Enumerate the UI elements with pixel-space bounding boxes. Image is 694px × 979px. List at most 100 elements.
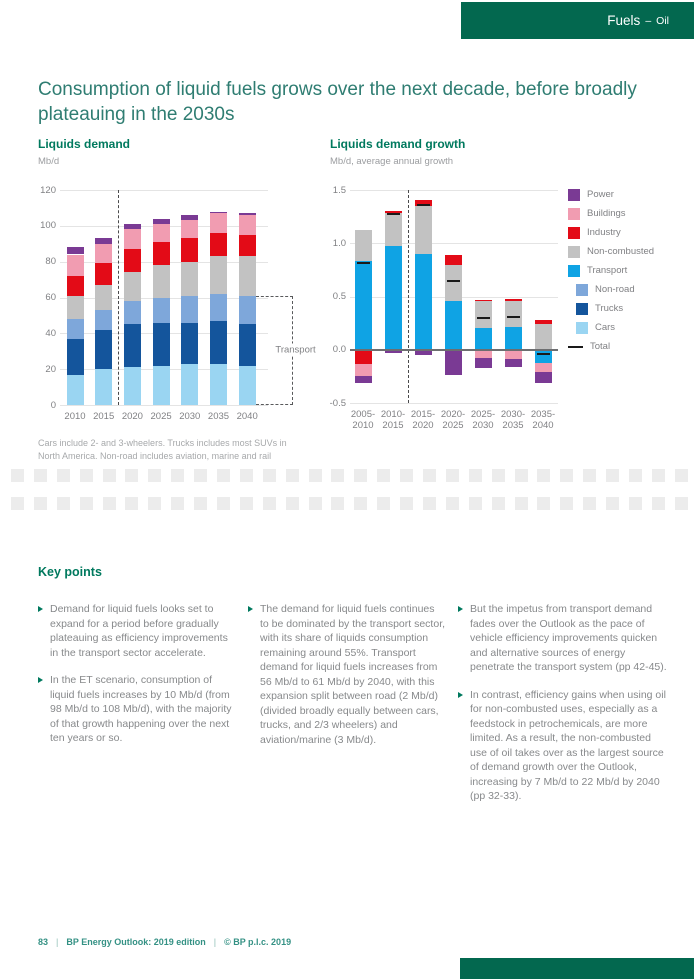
gridline [350, 243, 558, 245]
placeholder-square [171, 469, 185, 482]
y-axis-tick-label: 0.5 [332, 291, 346, 302]
key-points-column: Demand for liquid fuels looks set to exp… [38, 602, 236, 759]
total-marker [446, 279, 460, 282]
placeholder-square [583, 469, 597, 482]
placeholder-square [331, 469, 345, 482]
bar-segment-trucks [95, 329, 113, 370]
legend-item: Power [568, 188, 654, 201]
bar-segment-buildings [534, 362, 552, 373]
x-axis-tick-label: 2030-2035 [500, 409, 526, 431]
placeholder-square [125, 469, 139, 482]
placeholder-square [606, 497, 620, 510]
placeholder-square [468, 497, 482, 510]
page-number: 83 [38, 937, 49, 947]
legend-item: Trucks [568, 302, 654, 315]
placeholder-square [629, 469, 643, 482]
placeholder-square [11, 497, 24, 510]
chart-unit-label: Mb/d, average annual growth [330, 156, 454, 167]
section-topic: Oil [656, 14, 669, 27]
liquids-demand-plot: 120 100 80 60 40 20 0 2010 2015 2020 2025 2030 2035 2… [40, 185, 319, 422]
placeholder-square [194, 469, 208, 482]
bar-segment-trucks [238, 324, 256, 366]
bar-segment-industry [414, 199, 432, 206]
bar-segment-industry [474, 299, 492, 301]
placeholder-square [491, 497, 505, 510]
legend-label: Power [587, 189, 614, 200]
bar-segment-non-combusted [210, 256, 227, 294]
bar-segment-buildings [152, 224, 170, 242]
footer-separator: | [56, 937, 59, 947]
power-swatch [568, 188, 580, 201]
key-points-heading: Key points [38, 565, 102, 579]
placeholder-square [583, 497, 597, 510]
chart-title: Liquids demand growth [330, 137, 466, 151]
placeholder-square [79, 469, 93, 482]
bullet-triangle-icon [38, 677, 43, 683]
bar-segment-power [123, 224, 141, 230]
legend-item: Non-road [568, 283, 654, 296]
bar-segment-power [181, 215, 199, 221]
placeholder-square [560, 497, 574, 510]
bar-segment-non-combusted [414, 205, 432, 254]
y-axis-tick-label: 100 [40, 220, 56, 232]
key-points-column: The demand for liquid fuels continues to… [248, 602, 446, 760]
placeholder-square [423, 469, 437, 482]
placeholder-square [239, 497, 253, 510]
transport-swatch [568, 264, 580, 277]
section-dash: – [645, 14, 652, 27]
placeholder-square [400, 497, 414, 510]
bar-segment-cars [181, 363, 199, 405]
placeholder-square [262, 497, 276, 510]
x-axis-tick-label: 2035 [207, 411, 230, 422]
x-axis-tick-label: 2020-2025 [440, 409, 466, 431]
placeholder-square [537, 469, 551, 482]
chart-unit-label: Mb/d [38, 156, 60, 167]
placeholder-square [400, 469, 414, 482]
legend-label: Cars [595, 322, 616, 333]
bar-segment-trucks [123, 324, 141, 368]
legend-label: Non-road [595, 284, 635, 295]
legend-item: Non-combusted [568, 245, 654, 258]
bar-segment-buildings [238, 215, 256, 235]
bar-segment-industry [181, 238, 199, 262]
bar-segment-buildings [504, 349, 522, 360]
placeholder-square [423, 497, 437, 510]
bar-segment-trucks [66, 338, 84, 375]
bar-segment-cars [210, 363, 227, 405]
bar-segment-industry [152, 241, 170, 266]
placeholder-square [308, 497, 322, 510]
gridline [60, 190, 268, 191]
placeholder-square [79, 497, 93, 510]
bar-segment-power [238, 213, 256, 216]
bar-segment-non-combusted [474, 300, 492, 329]
total-marker [386, 213, 400, 216]
non-road-swatch [576, 283, 588, 296]
bar-segment-transport [354, 261, 372, 350]
bar-segment-power [152, 218, 170, 225]
placeholder-square [377, 469, 391, 482]
placeholder-square [514, 469, 528, 482]
placeholder-square [171, 497, 185, 510]
bar-segment-transport [414, 253, 432, 350]
total-marker [506, 315, 520, 318]
key-point-item: In contrast, efficiency gains when using… [458, 688, 668, 804]
key-point-text: The demand for liquid fuels continues to… [260, 603, 446, 746]
bar-segment-industry [95, 263, 113, 285]
placeholder-square [33, 497, 47, 510]
bar-segment-power [354, 376, 372, 383]
placeholder-square [217, 469, 231, 482]
placeholder-square [651, 469, 665, 482]
bar-segment-industry [238, 234, 256, 257]
bar-segment-industry [534, 319, 552, 325]
bar-segment-transport [444, 300, 462, 350]
placeholder-square [102, 469, 116, 482]
total-marker [416, 203, 430, 206]
total-marker [536, 353, 550, 355]
non-combusted-swatch [568, 245, 580, 258]
bar-segment-non-combusted [444, 264, 462, 301]
placeholder-square [194, 497, 208, 510]
bar-segment-non-road [210, 293, 227, 321]
placeholder-square [491, 469, 505, 482]
legend-label: Trucks [595, 303, 624, 314]
